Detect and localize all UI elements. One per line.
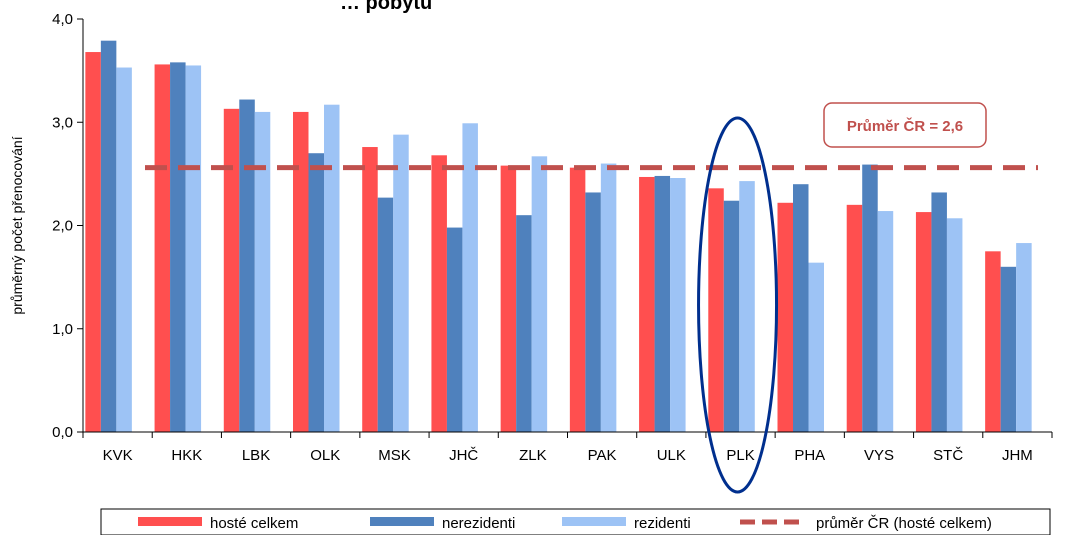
x-axis-ticks: KVK HKK LBK OLK MSK JHČ ZLK PAK ULK PLK PHA VYS STČ J… (82, 432, 1053, 464)
y-tick-label: 4,0 (52, 11, 73, 28)
bar-lbk-2 (239, 99, 255, 432)
bar-lbk-3 (254, 111, 271, 433)
bar-kvk-1 (85, 52, 101, 432)
bar-pha-3 (808, 262, 824, 432)
bar-jhč-3 (462, 123, 478, 432)
legend-label-1: hosté celkem (210, 515, 298, 532)
bar-kvk-3 (116, 67, 132, 432)
legend-swatch-1 (138, 517, 202, 526)
bar-jhč-1 (431, 155, 447, 433)
bar-plk-1 (708, 188, 724, 432)
y-tick-label: 0,0 (52, 424, 73, 441)
x-tick-label: VYS (864, 447, 894, 464)
bar-zlk-2 (516, 215, 532, 432)
y-tick-label: 2,0 (52, 218, 73, 235)
x-tick-label: PAK (588, 447, 617, 464)
bar-pak-1 (569, 167, 586, 432)
bar-olk-2 (308, 153, 324, 432)
average-label-box (823, 102, 987, 148)
bar-pha-1 (777, 202, 793, 432)
highlight-ellipse (697, 116, 779, 494)
x-tick-label: MSK (378, 447, 411, 464)
bar-vys-1 (846, 204, 863, 432)
legend-label-2: nerezidenti (442, 515, 515, 532)
x-tick-label: ULK (657, 447, 686, 464)
x-tick-label: OLK (310, 447, 340, 464)
bar-zlk-3 (531, 156, 548, 432)
bar-stč-1 (915, 212, 932, 432)
bar-plk-2 (723, 200, 740, 432)
bar-olk-3 (324, 104, 340, 432)
bar-msk-3 (393, 134, 409, 432)
axes (82, 19, 1052, 433)
average-label: Průměr ČR = 2,6 (847, 117, 963, 135)
legend-label-4: průměr ČR (hosté celkem) (816, 515, 992, 532)
bar-pak-3 (600, 163, 617, 433)
x-tick-label: STČ (933, 447, 963, 464)
bar-jhm-3 (1016, 243, 1032, 432)
chart-title: … pobytu (340, 0, 432, 14)
bar-ulk-3 (670, 178, 686, 432)
legend: hosté celkem nerezidenti rezidenti průměr Č… (100, 508, 1051, 535)
bar-hkk-1 (154, 64, 171, 433)
bar-jhč-2 (446, 227, 463, 432)
x-tick-label: KVK (103, 447, 133, 464)
bar-hkk-2 (170, 62, 186, 433)
y-axis-ticks: 0,0 1,0 2,0 3,0 4,0 (52, 11, 83, 441)
average-line-group: Průměr ČR = 2,6 (145, 102, 1038, 171)
x-tick-label: PHA (794, 447, 825, 464)
x-tick-label: JHČ (449, 447, 478, 464)
bar-pha-2 (793, 184, 809, 432)
legend-swatch-3 (562, 517, 626, 526)
y-axis-label: průměrný počet přenocování (9, 136, 25, 314)
bar-vys-2 (862, 164, 878, 432)
bar-lbk-1 (223, 108, 240, 432)
bar-jhm-2 (1000, 266, 1017, 432)
highlight-group (697, 116, 779, 494)
bar-stč-3 (946, 218, 963, 432)
bar-msk-1 (362, 147, 378, 432)
bar-olk-1 (293, 111, 309, 433)
bar-ulk-2 (654, 175, 671, 432)
bar-pak-2 (585, 192, 601, 432)
legend-swatch-2 (370, 517, 434, 526)
bar-kvk-2 (100, 40, 117, 433)
bar-vys-3 (877, 211, 894, 432)
x-tick-label: PLK (726, 447, 754, 464)
x-tick-label: ZLK (519, 447, 547, 464)
x-tick-label: LBK (242, 447, 270, 464)
y-tick-label: 1,0 (52, 321, 73, 338)
bars (85, 40, 1032, 433)
bar-stč-2 (931, 192, 947, 432)
bar-zlk-1 (500, 165, 517, 433)
bar-plk-3 (739, 181, 755, 432)
bar-msk-2 (377, 197, 394, 432)
x-tick-label: JHM (1002, 447, 1033, 464)
bar-ulk-1 (639, 176, 655, 432)
legend-label-3: rezidenti (634, 515, 691, 532)
y-tick-label: 3,0 (52, 114, 73, 131)
x-tick-label: HKK (171, 447, 202, 464)
bar-jhm-1 (985, 251, 1001, 432)
bar-hkk-3 (185, 65, 202, 433)
